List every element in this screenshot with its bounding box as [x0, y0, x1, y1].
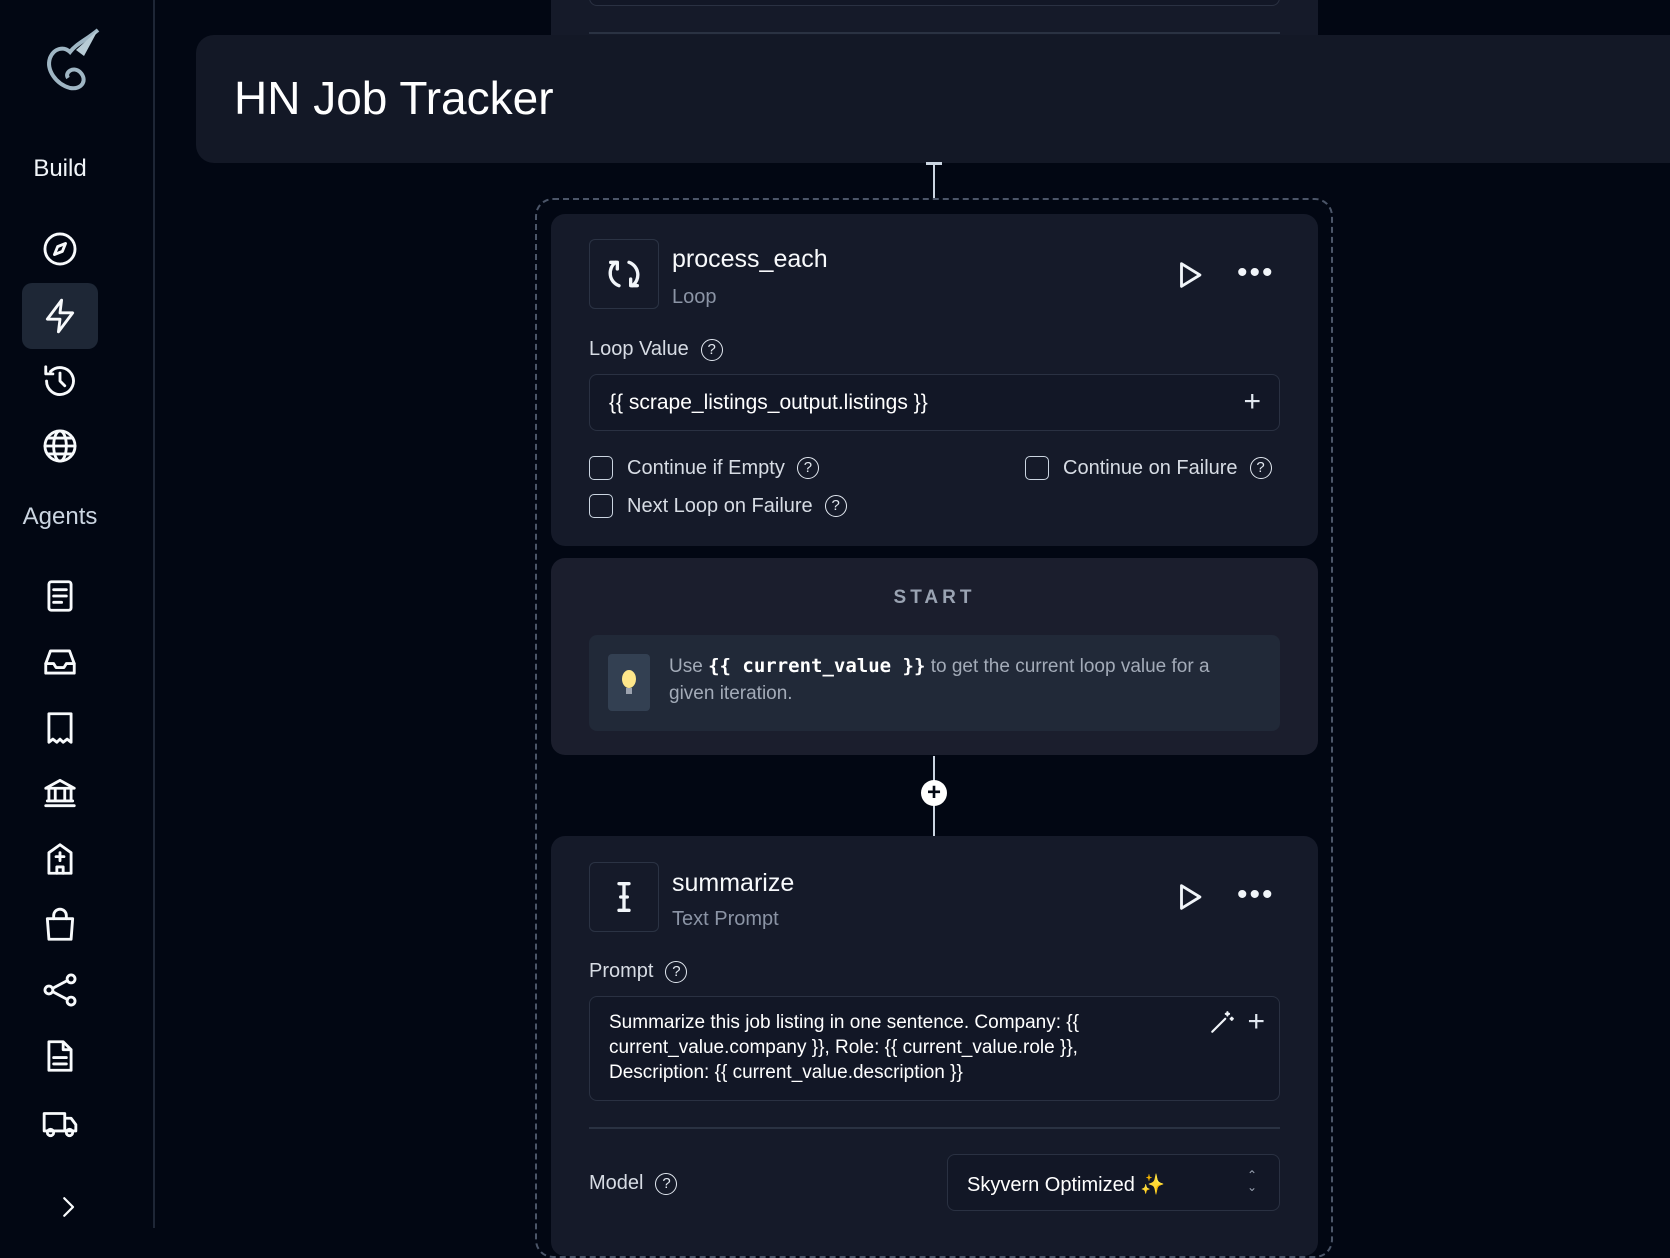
prompt-text: Summarize this job listing in one senten… [609, 1012, 1079, 1083]
sidebar-item-share[interactable] [22, 957, 98, 1023]
sidebar-item-hospital[interactable] [22, 826, 98, 892]
previous-block-input[interactable] [589, 0, 1280, 6]
sidebar-item-browser[interactable] [22, 413, 98, 479]
play-icon [1180, 262, 1202, 288]
next-loop-on-failure-checkbox[interactable]: Next Loop on Failure? [589, 494, 847, 518]
help-icon[interactable]: ? [655, 1172, 678, 1195]
continue-on-failure-checkbox[interactable]: Continue on Failure? [1025, 456, 1272, 480]
sidebar: Build Agents [0, 0, 155, 1228]
checkbox[interactable] [589, 494, 613, 518]
document-icon [47, 580, 73, 612]
sidebar-item-shopping[interactable] [22, 892, 98, 958]
build-section-label: Build [33, 155, 87, 182]
add-variable-button[interactable]: + [1247, 1005, 1265, 1039]
loop-value-label: Loop Value? [589, 338, 723, 361]
sidebar-item-document[interactable] [22, 563, 98, 629]
loop-icon-box [589, 239, 659, 309]
chevron-right-icon [63, 1197, 75, 1217]
workflow-title-bar: HN Job Tracker [196, 35, 1670, 163]
plus-icon: + [1243, 385, 1261, 418]
workflow-title[interactable]: HN Job Tracker [234, 72, 554, 124]
sidebar-item-truck[interactable] [22, 1090, 98, 1156]
hospital-icon [47, 843, 73, 875]
shopping-bag-icon [45, 907, 75, 941]
block-type: Text Prompt [672, 908, 779, 930]
plus-icon: + [926, 779, 941, 806]
text-prompt-icon-box [589, 862, 659, 932]
model-value: Skyvern Optimized ✨ [967, 1174, 1166, 1196]
globe-icon [43, 429, 77, 463]
help-icon[interactable]: ? [665, 960, 688, 983]
prompt-textarea[interactable]: Summarize this job listing in one senten… [589, 996, 1280, 1101]
checkbox-label: Continue on Failure [1063, 456, 1238, 479]
lightbulb-icon [608, 654, 650, 711]
divider [589, 1127, 1280, 1129]
loop-block-card: process_each Loop ••• Loop Value? {{ scr… [551, 214, 1318, 546]
play-icon [1180, 884, 1202, 910]
chevron-up-down-icon: ⌃ ⌄ [1246, 1168, 1257, 1194]
run-block-button[interactable] [1173, 880, 1207, 919]
truck-icon [42, 1112, 78, 1138]
model-select[interactable]: Skyvern Optimized ✨ ⌃ ⌄ [947, 1154, 1280, 1211]
block-name[interactable]: summarize [672, 869, 795, 897]
connector-cap [926, 162, 942, 165]
sidebar-item-bank[interactable] [22, 760, 98, 826]
expand-sidebar-button[interactable] [30, 1174, 106, 1240]
agents-section-label: Agents [22, 503, 98, 530]
loop-value-text: {{ scrape_listings_output.listings }} [609, 391, 928, 414]
improve-prompt-button[interactable] [1209, 1009, 1235, 1040]
plus-icon: + [1247, 1005, 1265, 1038]
lightning-icon [45, 298, 75, 334]
prompt-label: Prompt? [589, 960, 688, 983]
sidebar-item-receipt[interactable] [22, 695, 98, 761]
more-options-button[interactable]: ••• [1237, 880, 1275, 910]
run-block-button[interactable] [1173, 258, 1207, 297]
file-text-icon [47, 1040, 73, 1072]
compass-icon [43, 232, 77, 266]
add-block-button[interactable]: + [921, 780, 947, 806]
more-horizontal-icon: ••• [1237, 256, 1275, 289]
loop-start-card: START Use {{ current_value }} to get the… [551, 558, 1318, 755]
sidebar-item-workflows[interactable] [22, 283, 98, 349]
divider [589, 32, 1280, 34]
model-label: Model? [589, 1172, 678, 1195]
help-icon[interactable]: ? [824, 495, 847, 517]
connector-line [933, 163, 935, 198]
start-label: START [893, 587, 976, 608]
loop-value-input[interactable]: {{ scrape_listings_output.listings }} + [589, 374, 1280, 431]
more-horizontal-icon: ••• [1237, 878, 1275, 911]
dragon-logo[interactable] [36, 26, 104, 96]
loop-tip: Use {{ current_value }} to get the curre… [589, 635, 1280, 731]
sidebar-item-file[interactable] [22, 1023, 98, 1089]
summarize-block-card: summarize Text Prompt ••• Prompt? Summar… [551, 836, 1318, 1256]
checkbox-label: Next Loop on Failure [627, 494, 813, 517]
magic-wand-icon [1211, 1011, 1234, 1033]
help-icon[interactable]: ? [796, 457, 819, 479]
checkbox-label: Continue if Empty [627, 456, 785, 479]
bank-icon [44, 778, 76, 808]
history-icon [44, 365, 75, 396]
block-name[interactable]: process_each [672, 245, 828, 273]
checkbox[interactable] [1025, 456, 1049, 480]
share-icon [43, 973, 77, 1007]
continue-if-empty-checkbox[interactable]: Continue if Empty? [589, 456, 819, 480]
sidebar-item-inbox[interactable] [22, 629, 98, 695]
text-cursor-icon [617, 882, 631, 912]
sidebar-item-discover[interactable] [22, 216, 98, 282]
inbox-icon [44, 649, 76, 675]
add-variable-button[interactable]: + [1243, 385, 1261, 419]
tip-text: Use {{ current_value }} to get the curre… [669, 655, 1210, 704]
help-icon[interactable]: ? [700, 338, 723, 361]
refresh-icon [608, 260, 640, 288]
more-options-button[interactable]: ••• [1237, 258, 1275, 288]
previous-block-card [551, 0, 1318, 36]
help-icon[interactable]: ? [1249, 457, 1272, 479]
checkbox[interactable] [589, 456, 613, 480]
block-type: Loop [672, 286, 717, 308]
sidebar-item-history[interactable] [22, 348, 98, 414]
receipt-icon [47, 712, 73, 744]
